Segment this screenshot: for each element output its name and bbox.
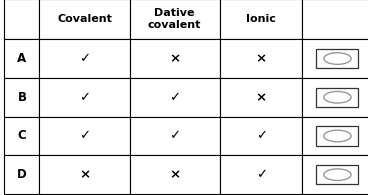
Text: ✓: ✓ [79,91,90,104]
Bar [302,117,368,155]
Ellipse shape [324,91,351,103]
Text: D: D [17,168,27,181]
Text: ✓: ✓ [255,129,267,143]
Bar [39,117,130,155]
Bar [316,49,358,68]
Text: ×: × [255,52,267,65]
Bar [302,39,368,78]
Text: Dative
covalent: Dative covalent [148,8,201,30]
Bar [39,39,130,78]
Bar [130,39,220,78]
Text: A: A [17,52,26,65]
Bar [39,155,130,194]
Text: ✓: ✓ [169,129,180,143]
Bar [220,0,302,39]
Text: ×: × [255,91,267,104]
Bar [130,117,220,155]
Bar [4,117,39,155]
Text: ✓: ✓ [255,168,267,181]
Text: ✓: ✓ [79,129,90,143]
Text: B: B [17,91,26,104]
Bar [4,155,39,194]
Bar [220,39,302,78]
Bar [316,126,358,146]
Text: ✓: ✓ [169,91,180,104]
Text: ×: × [79,168,90,181]
Bar [39,78,130,117]
Text: Covalent: Covalent [57,14,112,24]
Ellipse shape [324,53,351,64]
Text: C: C [18,129,26,143]
Bar [302,155,368,194]
Bar [4,39,39,78]
Bar [4,0,39,39]
Bar [316,165,358,184]
Bar [302,78,368,117]
Text: ×: × [169,168,180,181]
Bar [302,0,368,39]
Ellipse shape [324,130,351,142]
Bar [220,117,302,155]
Bar [316,88,358,107]
Bar [4,78,39,117]
Bar [39,0,130,39]
Bar [220,155,302,194]
Text: ×: × [169,52,180,65]
Bar [130,155,220,194]
Bar [130,78,220,117]
Ellipse shape [324,169,351,181]
Text: ✓: ✓ [79,52,90,65]
Text: Ionic: Ionic [246,14,276,24]
Bar [220,78,302,117]
Bar [130,0,220,39]
